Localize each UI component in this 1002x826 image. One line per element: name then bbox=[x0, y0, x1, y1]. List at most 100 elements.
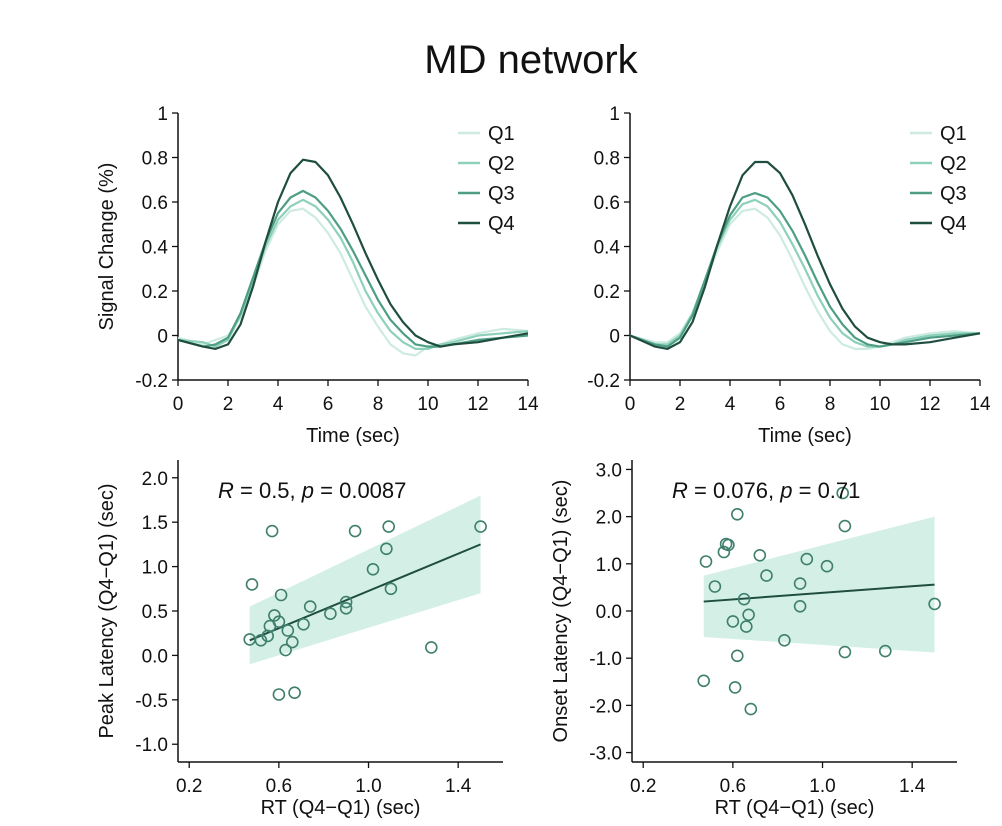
scatter-point bbox=[722, 538, 735, 552]
stats-r-value: = 0.076, bbox=[688, 478, 780, 503]
scatter-point bbox=[838, 519, 852, 533]
x-tick-label: 4 bbox=[725, 394, 736, 415]
x-tick-label: 0 bbox=[625, 394, 636, 415]
legend-label-q1: Q1 bbox=[940, 123, 967, 145]
y-tick-label: 0 bbox=[157, 327, 168, 348]
scatter-point bbox=[245, 578, 259, 591]
series-line-q4 bbox=[177, 158, 529, 350]
x-tick-label: 6 bbox=[775, 394, 786, 415]
scatter-point bbox=[708, 580, 722, 593]
y-tick-label: 0.0 bbox=[596, 602, 622, 623]
scatter-point bbox=[760, 569, 773, 582]
x-axis-label: Time (sec) bbox=[306, 425, 400, 447]
legend-label-q1: Q1 bbox=[488, 123, 515, 145]
x-tick-label: 12 bbox=[919, 394, 940, 415]
scatter-point bbox=[836, 486, 850, 500]
x-tick-label: 10 bbox=[869, 394, 890, 415]
x-tick-label: 1.0 bbox=[809, 776, 835, 797]
legend-label-q2: Q2 bbox=[488, 153, 515, 175]
y-tick-label: -2.0 bbox=[589, 696, 622, 717]
scatter-point bbox=[265, 524, 279, 538]
scatter-point bbox=[753, 548, 767, 562]
scatter-point bbox=[793, 577, 807, 590]
scatter-point bbox=[928, 597, 941, 611]
legend-label-q4: Q4 bbox=[488, 213, 515, 235]
x-tick-label: 10 bbox=[417, 394, 438, 415]
x-tick-label: 0.2 bbox=[630, 776, 656, 797]
x-tick-label: 8 bbox=[825, 394, 836, 415]
scatter-point bbox=[737, 592, 751, 606]
legend-label-q2: Q2 bbox=[940, 153, 967, 175]
x-tick-label: 0.6 bbox=[720, 776, 746, 797]
scatter-point bbox=[380, 542, 393, 556]
stats-p-value: = 0.0087 bbox=[314, 478, 406, 503]
scatter-point bbox=[793, 599, 807, 613]
y-tick-label: 0.6 bbox=[594, 193, 620, 214]
series-line-q4 bbox=[629, 160, 981, 350]
y-tick-label: -3.0 bbox=[589, 744, 622, 765]
y-axis-label: Onset Latency (Q4−Q1) (sec) bbox=[550, 480, 572, 743]
chart-bl: -1.0 -0.5 0.0 0.5 1.0 1.5 2.0 0.2 0.6 1.0 1.4 RT (Q… bbox=[96, 460, 503, 819]
y-tick-label: 2.0 bbox=[142, 469, 168, 490]
x-axis-label: RT (Q4−Q1) (sec) bbox=[715, 797, 875, 819]
y-tick-label: 0.2 bbox=[594, 282, 620, 303]
scatter-point bbox=[279, 643, 292, 657]
scatter-point bbox=[272, 615, 286, 629]
scatter-point bbox=[728, 681, 742, 694]
scatter-point bbox=[699, 555, 713, 568]
x-tick-label: 6 bbox=[323, 394, 334, 415]
scatter-point bbox=[778, 633, 791, 647]
scatter-point bbox=[384, 582, 398, 596]
scatter-point bbox=[303, 600, 317, 613]
y-axis-label: Signal Change (%) bbox=[96, 163, 118, 331]
stats-p-label: p bbox=[779, 478, 792, 503]
y-axis-label: Peak Latency (Q4−Q1) (sec) bbox=[96, 483, 118, 738]
scatter-point bbox=[382, 520, 396, 533]
scatter-point bbox=[744, 702, 758, 716]
stats-r-value: = 0.5, bbox=[234, 478, 302, 503]
stats-annotation: R = 0.5, p = 0.0087 bbox=[218, 478, 406, 503]
y-tick-label: 0.6 bbox=[142, 193, 168, 214]
x-tick-label: 0.6 bbox=[266, 776, 292, 797]
scatter-point bbox=[274, 588, 288, 602]
x-axis-label: Time (sec) bbox=[758, 425, 852, 447]
regression-line bbox=[703, 583, 935, 603]
x-tick-label: 1.0 bbox=[355, 776, 381, 797]
x-tick-label: 2 bbox=[223, 394, 234, 415]
confidence-band bbox=[703, 516, 935, 653]
x-tick-label: 4 bbox=[273, 394, 284, 415]
y-tick-label: 3.0 bbox=[596, 460, 622, 481]
scatter-point bbox=[268, 609, 281, 622]
y-tick-label: -0.2 bbox=[587, 371, 620, 392]
y-tick-label: 1 bbox=[157, 104, 168, 125]
scatter-point bbox=[878, 644, 892, 658]
scatter-point bbox=[838, 645, 852, 659]
scatter-point bbox=[366, 562, 380, 576]
scatter-point bbox=[288, 686, 301, 700]
stats-p-label: p bbox=[301, 478, 314, 503]
x-tick-label: 14 bbox=[517, 394, 539, 415]
scatter-point bbox=[272, 688, 286, 701]
y-tick-label: 0.2 bbox=[142, 282, 168, 303]
scatter-point bbox=[730, 507, 744, 521]
scatter-point bbox=[820, 559, 834, 573]
chart-br: -3.0 -2.0 -1.0 0.0 1.0 2.0 3.0 0.2 0.6 1.0 1.4 RT (… bbox=[550, 460, 957, 819]
y-tick-label: 0.5 bbox=[142, 602, 168, 623]
y-tick-label: 0.8 bbox=[594, 149, 620, 170]
scatter-point bbox=[800, 552, 814, 566]
y-tick-label: -0.5 bbox=[135, 691, 168, 712]
scatter-point bbox=[254, 633, 268, 647]
confidence-band bbox=[249, 495, 481, 665]
scatter-point bbox=[424, 641, 438, 654]
scatter-point bbox=[324, 607, 337, 621]
x-tick-label: 1.4 bbox=[445, 776, 472, 797]
x-axis-label: RT (Q4−Q1) (sec) bbox=[261, 797, 421, 819]
legend-label-q4: Q4 bbox=[940, 213, 967, 235]
stats-annotation: R = 0.076, p = 0.71 bbox=[672, 478, 860, 503]
scatter-point bbox=[474, 520, 487, 533]
stats-r-label: R bbox=[218, 478, 234, 503]
y-tick-label: 0 bbox=[609, 327, 620, 348]
scatter-point bbox=[730, 649, 744, 663]
